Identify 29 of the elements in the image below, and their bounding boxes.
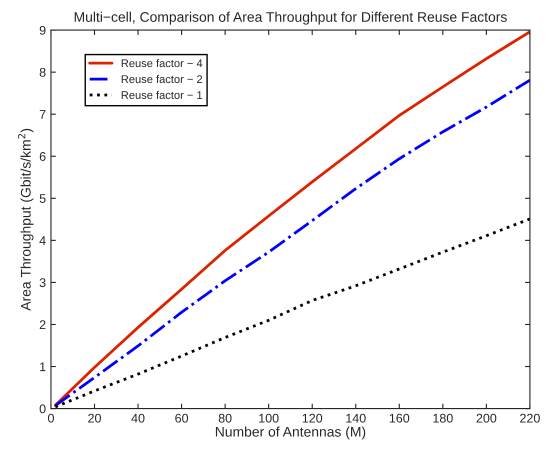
x-tick-label: 0: [48, 414, 54, 423]
x-tick-label: 220: [520, 414, 540, 423]
y-tick-label: 0: [40, 404, 46, 414]
x-tick-label: 200: [476, 414, 496, 423]
y-tick-label: 2: [40, 320, 46, 330]
x-tick-label: 80: [218, 414, 232, 423]
y-tick-label: 6: [40, 152, 46, 161]
y-tick-label: 8: [40, 68, 46, 77]
x-tick-label: 180: [433, 414, 453, 423]
legend-label: Reuse factor − 1: [122, 90, 202, 99]
y-tick-label: 1: [40, 362, 46, 372]
x-tick-label: 140: [346, 414, 366, 423]
line-series: [54, 218, 530, 408]
x-tick-label: 100: [259, 414, 279, 423]
y-axis-title: Area Throughput (Gbit/s/km$^{2}$): [18, 128, 34, 311]
legend-label: Reuse factor − 4: [122, 59, 202, 68]
x-tick-label: 20: [88, 414, 101, 423]
x-tick-label: 160: [390, 414, 410, 423]
y-tick-label: 7: [40, 110, 46, 119]
y-tick-label: 9: [40, 26, 46, 35]
x-axis-title: Number of Antennas (M): [216, 426, 366, 440]
x-tick-label: 60: [175, 414, 188, 423]
x-tick-label: 120: [302, 414, 322, 423]
y-tick-label: 4: [39, 236, 46, 245]
legend-label: Reuse factor − 2: [122, 74, 202, 84]
x-tick-label: 40: [131, 414, 145, 423]
chart-title: Multi−cell, Comparison of Area Throughput for Different Reuse Factors: [74, 12, 507, 25]
y-tick-label: 3: [40, 278, 46, 288]
y-tick-label: 5: [40, 194, 46, 203]
